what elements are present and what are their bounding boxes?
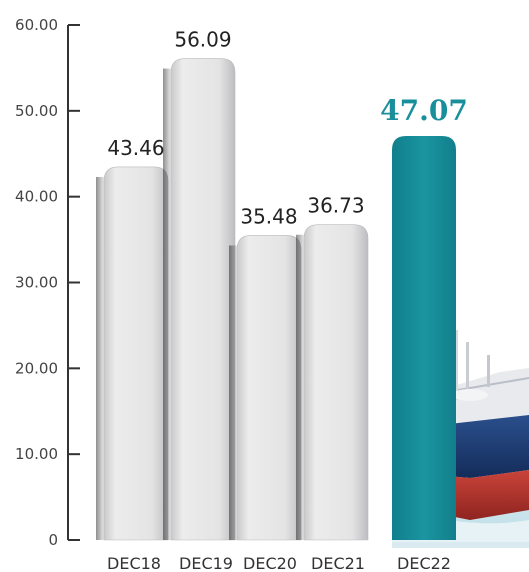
x-axis-labels: DEC18 DEC19 DEC20 DEC21 DEC22 <box>107 554 451 572</box>
bar-dec20 <box>236 235 302 541</box>
value-label-dec22: 47.07 <box>380 94 468 127</box>
y-tick-label: 0 <box>48 531 58 549</box>
x-tick-label-dec19: DEC19 <box>179 554 233 572</box>
y-tick-label: 30.00 <box>15 274 58 292</box>
y-tick-label: 40.00 <box>15 188 58 206</box>
bars <box>96 58 456 541</box>
bar-shadow <box>229 245 239 541</box>
x-tick-label-dec20: DEC20 <box>243 554 297 572</box>
y-tick-label: 60.00 <box>15 16 58 34</box>
bar-dec19 <box>170 58 236 541</box>
bar-shadow <box>96 176 106 541</box>
value-label-dec20: 35.48 <box>240 204 297 228</box>
x-tick-label-dec22: DEC22 <box>397 554 451 572</box>
bar-dec22 <box>392 135 456 541</box>
y-tick-label: 50.00 <box>15 102 58 120</box>
bar-shadow <box>296 234 306 540</box>
bar-shadow <box>163 68 173 540</box>
y-axis: 0 10.00 20.00 30.00 40.00 50.00 60.00 <box>15 16 80 549</box>
y-tick-label: 10.00 <box>15 445 58 463</box>
y-tick-label: 20.00 <box>15 359 58 377</box>
value-label-dec18: 43.46 <box>107 136 164 160</box>
bar-dec18 <box>103 166 169 541</box>
x-tick-label-dec18: DEC18 <box>107 554 161 572</box>
x-tick-label-dec21: DEC21 <box>311 554 365 572</box>
bar-dec21 <box>303 224 369 541</box>
value-label-dec19: 56.09 <box>174 28 231 52</box>
value-label-dec21: 36.73 <box>307 194 364 218</box>
value-labels: 43.46 56.09 35.48 36.73 47.07 <box>107 28 467 229</box>
